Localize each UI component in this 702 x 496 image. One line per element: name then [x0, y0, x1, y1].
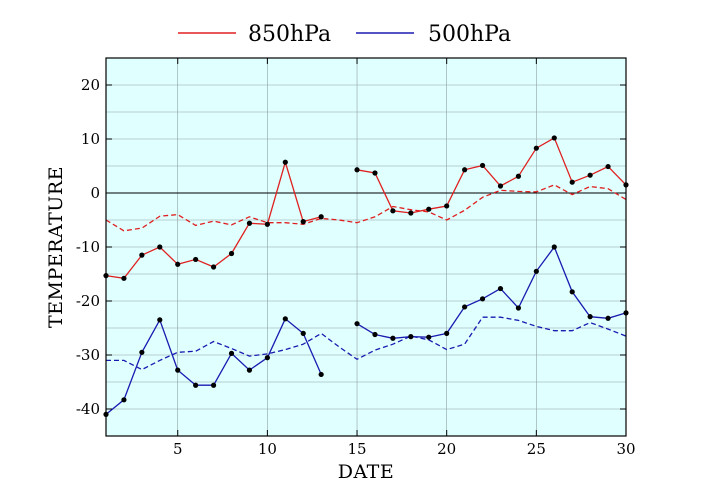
y-tick-label: -40: [76, 400, 100, 418]
series-line-series-1-dashed: [105, 184, 627, 232]
x-tick-label: 20: [437, 440, 456, 458]
data-point-500hpa: [497, 285, 504, 292]
data-point-850hpa: [479, 162, 486, 169]
data-point-500hpa: [372, 331, 378, 338]
data-point-850hpa: [551, 135, 557, 141]
x-tick-label: 10: [258, 440, 277, 458]
data-point-500hpa: [318, 371, 324, 378]
data-point-500hpa: [139, 349, 145, 355]
data-point-500hpa: [551, 244, 557, 250]
data-point-500hpa: [605, 315, 611, 321]
data-point-850hpa: [462, 167, 468, 173]
data-point-500hpa: [210, 382, 217, 388]
data-point-500hpa: [587, 314, 593, 320]
data-point-500hpa: [121, 397, 127, 403]
data-point-850hpa: [587, 172, 593, 178]
data-point-850hpa: [605, 163, 611, 170]
data-point-500hpa: [228, 350, 235, 356]
data-point-500hpa: [282, 316, 288, 322]
data-point-850hpa: [139, 252, 145, 258]
data-point-850hpa: [157, 244, 163, 250]
data-point-500hpa: [444, 330, 450, 336]
data-point-850hpa: [300, 219, 306, 225]
data-point-500hpa: [157, 317, 163, 323]
y-axis-title: TEMPERATURE: [45, 166, 67, 328]
data-point-500hpa: [193, 382, 199, 388]
data-point-500hpa: [533, 268, 539, 274]
data-point-850hpa: [228, 250, 235, 257]
y-tick-label: -30: [76, 346, 100, 364]
legend: 850hPa 500hPa: [178, 22, 511, 47]
data-point-850hpa: [497, 183, 504, 189]
data-point-500hpa: [175, 367, 181, 373]
data-point-500hpa: [300, 330, 306, 336]
data-point-500hpa: [426, 334, 432, 340]
series-line-500hpa: [356, 245, 627, 339]
series-layer: [103, 135, 629, 417]
data-point-850hpa: [121, 275, 127, 281]
y-tick-label: 20: [81, 76, 100, 94]
y-tick-label: 0: [90, 184, 100, 202]
data-point-500hpa: [246, 367, 253, 373]
data-point-850hpa: [372, 170, 378, 176]
series-line-850hpa: [356, 136, 627, 214]
x-tick-label: 30: [616, 440, 635, 458]
data-point-850hpa: [426, 206, 432, 212]
data-point-850hpa: [569, 179, 575, 185]
data-point-500hpa: [390, 335, 396, 341]
data-point-850hpa: [282, 159, 288, 165]
data-point-850hpa: [175, 261, 181, 267]
y-tick-label: -10: [76, 238, 100, 256]
x-tick-label: 15: [347, 440, 366, 458]
data-point-850hpa: [533, 145, 539, 151]
data-point-500hpa: [569, 289, 575, 295]
series-line-series-3-dashed: [106, 316, 627, 371]
data-point-500hpa: [408, 334, 414, 340]
data-point-850hpa: [264, 221, 270, 227]
x-tick-label: 25: [527, 440, 546, 458]
data-point-850hpa: [210, 264, 217, 270]
data-point-500hpa: [354, 321, 360, 327]
data-point-850hpa: [390, 208, 396, 214]
x-tick-label: 5: [173, 440, 183, 458]
data-point-500hpa: [462, 304, 468, 310]
ticks: -40 -30 -20 -10 0 10 20 5 10 15 20 25 30: [76, 58, 636, 458]
y-tick-label: -20: [76, 292, 100, 310]
data-point-850hpa: [515, 173, 522, 179]
x-axis-title: DATE: [338, 461, 394, 483]
data-point-850hpa: [354, 167, 360, 173]
legend-label-850hpa: 850hPa: [248, 22, 331, 47]
data-point-850hpa: [193, 256, 199, 263]
data-point-850hpa: [318, 214, 324, 220]
data-point-850hpa: [408, 210, 414, 216]
y-tick-label: 10: [81, 130, 100, 148]
data-point-500hpa: [515, 305, 522, 311]
data-point-500hpa: [479, 296, 486, 302]
legend-label-500hpa: 500hPa: [428, 22, 511, 47]
data-point-850hpa: [246, 220, 253, 226]
data-point-500hpa: [264, 355, 270, 361]
data-point-850hpa: [444, 203, 450, 209]
